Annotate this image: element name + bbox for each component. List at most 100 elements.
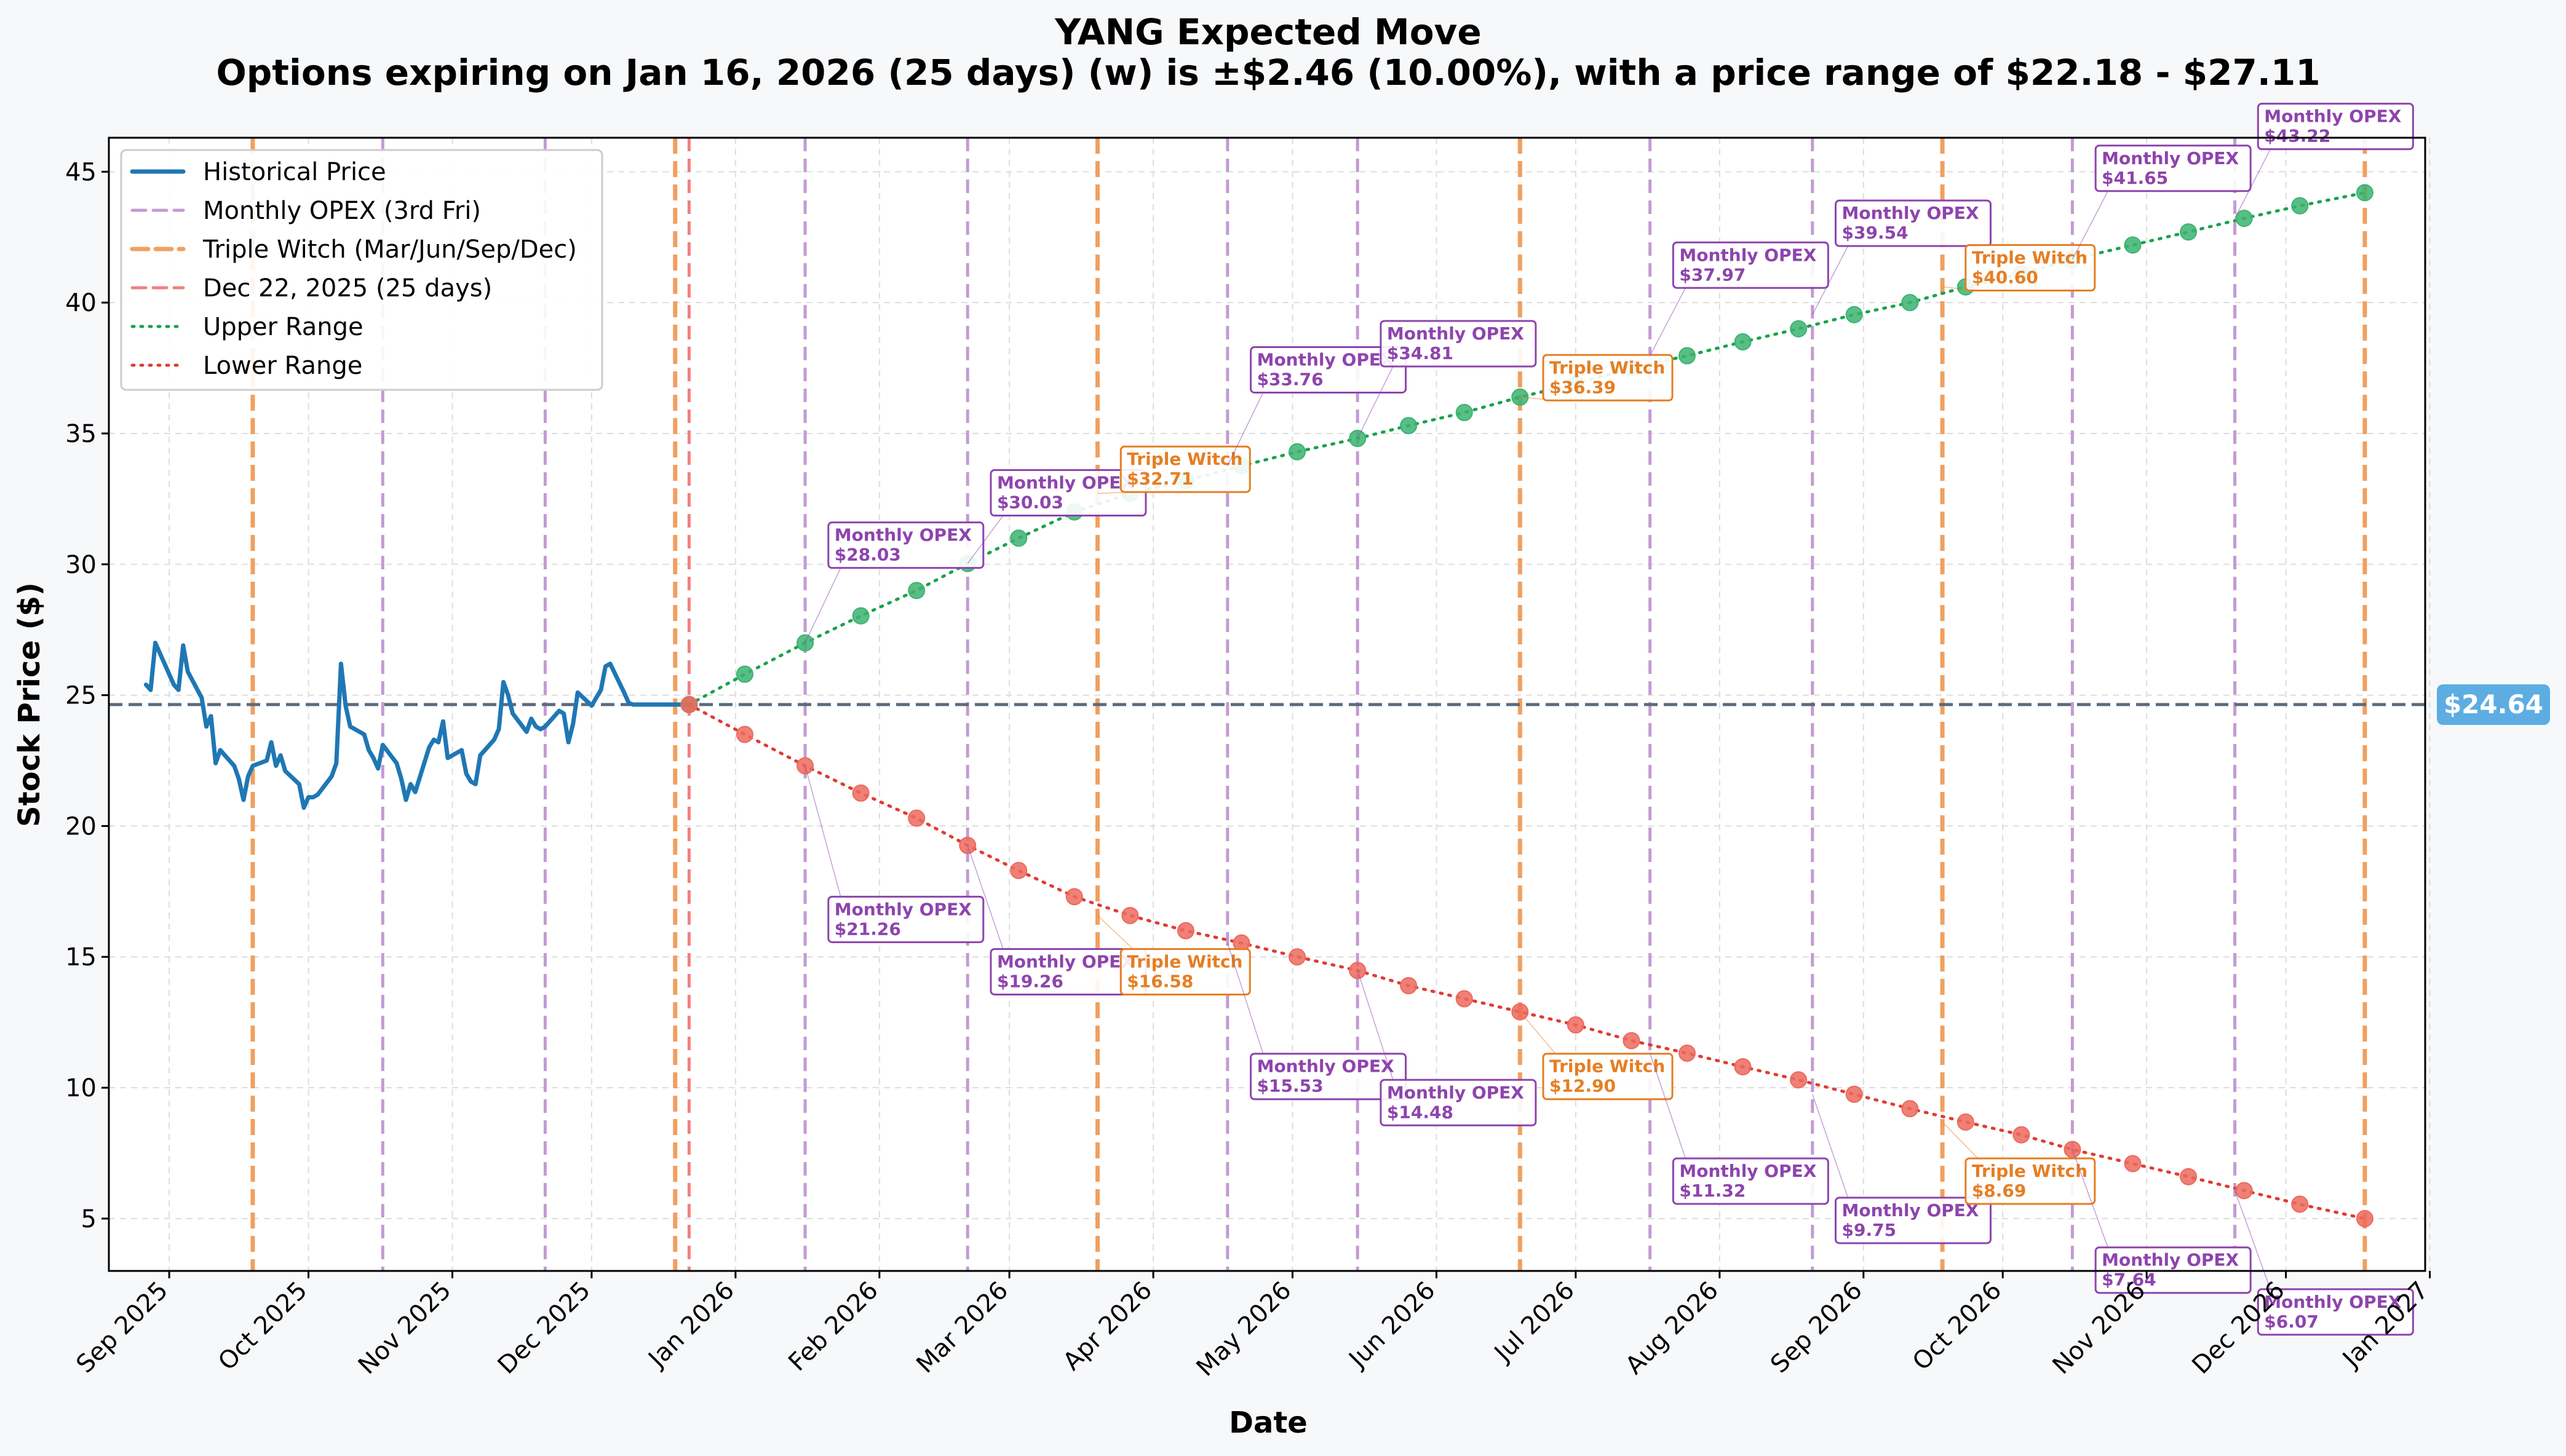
series-point-upper [2124,236,2142,254]
annotation-box [1672,241,1829,289]
annotation-leader [2071,1149,2108,1248]
annotation-leader [2234,149,2271,219]
series-point-lower [1567,1016,1584,1034]
annotation-leader [967,845,1004,949]
x-tick-label: Sep 2025 [71,1276,173,1379]
annotation-title: Monthly OPEX [1387,323,1524,344]
annotation-box [1119,948,1251,995]
x-tick-label: Mar 2026 [911,1276,1014,1379]
y-tick-label: 25 [65,682,97,710]
annotation-box [1250,346,1407,394]
y-axis-label: Stock Price ($) [12,582,47,827]
series-point-upper [1901,294,1919,312]
annotation-box [1672,1157,1829,1205]
annotation-title: Monthly OPEX [2102,148,2239,168]
y-tick-label: 5 [81,1205,97,1233]
annotation-box [1835,1197,1992,1244]
series-line-historical [143,641,691,810]
series-point-lower [680,695,698,713]
series-point-lower [1065,888,1083,906]
chart-title: YANG Expected Move [1054,11,1481,53]
annotation-box [1835,199,1992,247]
annotation-leader [804,568,841,643]
annotation-price: $30.03 [997,493,1063,513]
annotation-leader [967,515,1004,564]
annotation-price: $8.69 [1972,1181,2027,1201]
legend-label-opex: Monthly OPEX (3rd Fri) [203,197,481,225]
annotation-box [1542,1053,1674,1101]
annotation-price: $36.39 [1549,377,1616,397]
series-point-lower [736,726,753,743]
chart-subtitle: Options expiring on Jan 16, 2026 (25 day… [216,52,2320,93]
series-point-lower [2012,1126,2030,1144]
series-point-upper [908,582,926,599]
annotation-leader [2234,1190,2271,1290]
series-point-lower [2356,1209,2373,1227]
legend-item-today: Dec 22, 2025 (25 days) [130,274,492,303]
series-point-upper [2356,184,2373,202]
annotation-leader [1357,970,1394,1080]
series-point-upper [1845,306,1863,323]
series-point-upper [1455,403,1473,421]
series-point-lower [852,784,870,802]
series-point-upper [1010,529,1028,547]
series-point-lower [2291,1195,2309,1213]
series-point-lower [1121,906,1139,924]
annotation-title: Triple Witch [1127,951,1242,971]
series-point-lower [1956,1113,1974,1131]
y-axis: 5 10 15 20 25 30 35 40 45 [65,158,109,1233]
annotation-title: Monthly OPEX [1387,1082,1524,1102]
annotation-price: $33.76 [1257,370,1324,390]
legend-label-upper: Upper Range [203,313,363,341]
legend-label-historical: Historical Price [203,158,386,186]
plot-frame [108,136,2426,1272]
annotation-price: $11.32 [1679,1181,1746,1201]
x-tick-label: Oct 2026 [1907,1276,2007,1376]
annotation-price: $41.65 [2102,168,2168,188]
legend: Historical Price Monthly OPEX (3rd Fri) … [120,149,603,391]
annotation-title: Triple Witch [1549,357,1665,378]
legend-item-opex: Monthly OPEX (3rd Fri) [130,197,481,225]
series-point-upper [852,607,870,625]
current-price-badge-text: $24.64 [2444,689,2543,719]
x-tick-label: Jun 2026 [1343,1276,1441,1375]
current-price-badge: $24.64 [2437,684,2550,725]
annotation-price: $43.22 [2264,126,2330,146]
x-tick-label: Feb 2026 [783,1276,884,1377]
x-tick-label: Apr 2026 [1058,1276,1158,1376]
series-point-lower [1177,922,1194,940]
legend-label-lower: Lower Range [203,352,362,380]
annotation-leader [1227,943,1264,1054]
annotation-box [2257,1288,2414,1336]
series-point-lower [1289,948,1306,966]
annotation-leader [1357,366,1394,439]
annotation-leader [1649,1053,1686,1159]
series-point-lower [2180,1168,2198,1185]
annotation-title: Monthly OPEX [2264,106,2401,127]
annotation-leader [1519,1011,1556,1054]
annotation-title: Triple Witch [1549,1056,1665,1077]
series-point-upper [2235,210,2253,228]
series-point-lower [2124,1155,2142,1173]
annotation-box [827,521,985,569]
series-point-upper [1400,417,1418,435]
annotation-box [1250,1053,1407,1101]
annotation-price: $12.90 [1549,1076,1616,1096]
x-tick-label: Jul 2026 [1488,1276,1580,1369]
x-tick-label: May 2026 [1191,1276,1297,1382]
y-tick-label: 20 [65,812,97,841]
legend-item-historical: Historical Price [130,158,386,186]
annotation-box [1542,354,1674,402]
legend-label-triple: Triple Witch (Mar/Jun/Sep/Dec) [202,235,577,264]
annotation-title: Monthly OPEX [997,473,1134,493]
x-tick-label: Sep 2026 [1765,1276,1868,1379]
x-axis-label: Date [1229,1406,1308,1440]
legend-label-today: Dec 22, 2025 (25 days) [203,274,492,303]
y-tick-label: 10 [65,1074,97,1102]
annotation-price: $39.54 [1842,223,1909,243]
annotation-title: Monthly OPEX [1842,1200,1979,1221]
annotation-price: $14.48 [1387,1102,1453,1122]
series-point-lower [1010,861,1028,879]
series-point-upper [1734,333,1752,350]
